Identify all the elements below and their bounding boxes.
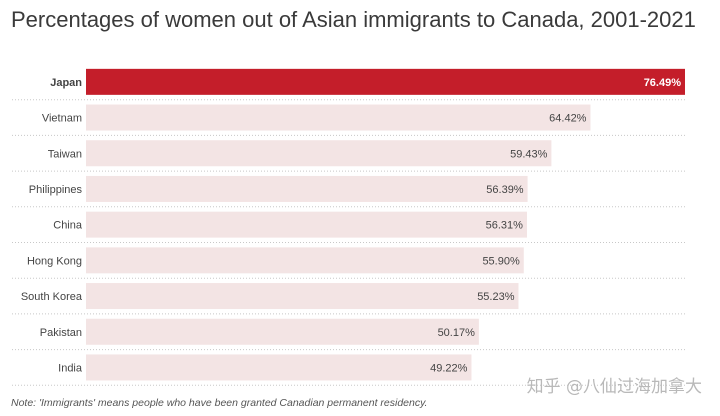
category-label: South Korea: [21, 291, 83, 303]
bar: [86, 68, 685, 95]
bar: [86, 247, 524, 274]
bar: [86, 175, 528, 202]
value-label: 64.42%: [549, 113, 587, 125]
value-label: 49.22%: [430, 362, 468, 374]
category-label: Philippines: [29, 184, 83, 196]
chart-title: Percentages of women out of Asian immigr…: [11, 7, 696, 32]
value-label: 50.17%: [438, 327, 476, 339]
footnote: Note: 'Immigrants' means people who have…: [11, 397, 428, 409]
value-label: 56.31%: [486, 220, 524, 232]
bar: [86, 211, 527, 238]
category-label: Taiwan: [48, 148, 82, 160]
bar: [86, 104, 591, 131]
value-label: 59.43%: [510, 148, 548, 160]
category-label: India: [58, 362, 83, 374]
category-label: Japan: [50, 77, 82, 89]
category-label: China: [53, 220, 83, 232]
value-label: 76.49%: [644, 77, 682, 89]
bar: [86, 354, 472, 381]
bar: [86, 283, 519, 310]
value-label: 56.39%: [486, 184, 524, 196]
value-label: 55.90%: [482, 255, 520, 267]
watermark: 知乎 @八仙过海加拿大: [526, 377, 702, 397]
category-label: Pakistan: [40, 327, 82, 339]
category-label: Hong Kong: [27, 255, 82, 267]
bar: [86, 318, 479, 345]
value-label: 55.23%: [477, 291, 515, 303]
category-label: Vietnam: [42, 113, 82, 125]
bar: [86, 140, 552, 167]
